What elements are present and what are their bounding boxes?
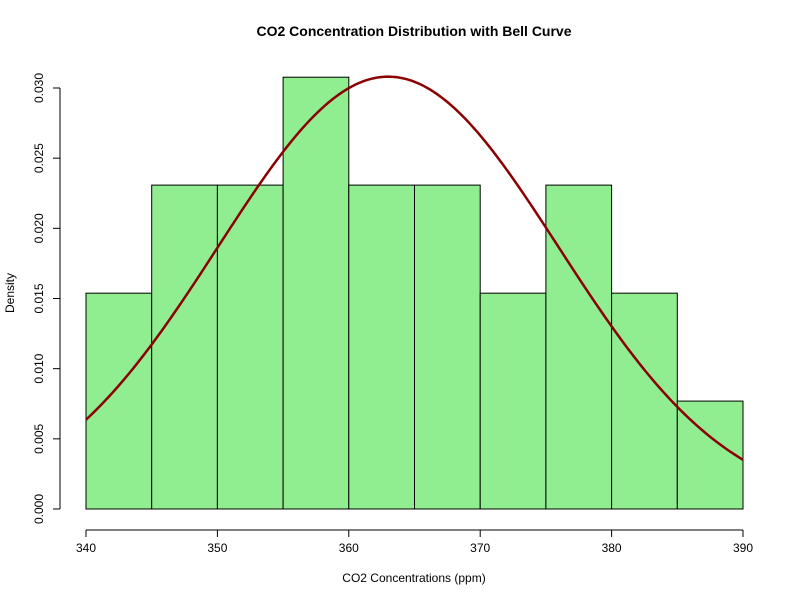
x-tick-label: 380 — [602, 541, 622, 555]
y-tick-label: 0.020 — [32, 213, 46, 243]
histogram-bar-360-365 — [348, 184, 415, 510]
x-tick-label: 370 — [470, 541, 490, 555]
x-tick-label: 350 — [207, 541, 227, 555]
histogram-bar-355-360 — [282, 76, 350, 510]
x-tick-label: 390 — [733, 541, 753, 555]
histogram-bar-380-385 — [611, 292, 678, 510]
y-tick-label: 0.030 — [32, 73, 46, 103]
y-axis-label: Density — [3, 273, 17, 313]
y-tick-label: 0.025 — [32, 143, 46, 173]
x-axis: 340 350 360 370 380 390 — [76, 529, 753, 555]
y-tick-label: 0.015 — [32, 283, 46, 313]
histogram-bar-345-350 — [151, 184, 218, 510]
y-tick-label: 0.005 — [32, 423, 46, 453]
histogram-bars — [85, 76, 744, 510]
bell-curve-line — [85, 75, 744, 461]
y-tick-label: 0.000 — [32, 494, 46, 524]
x-tick-label: 360 — [339, 541, 359, 555]
chart-title: CO2 Concentration Distribution with Bell… — [256, 23, 571, 39]
histogram-bar-375-380 — [545, 184, 613, 510]
histogram-bar-350-355 — [216, 184, 284, 510]
histogram-bar-340-345 — [85, 292, 153, 510]
y-tick-label: 0.010 — [32, 353, 46, 383]
x-axis-label: CO2 Concentrations (ppm) — [342, 571, 485, 585]
y-axis: 0.000 0.005 0.010 0.015 0.020 0.025 0.030 — [32, 73, 61, 524]
histogram-bar-370-375 — [479, 292, 547, 510]
x-tick-label: 340 — [76, 541, 96, 555]
histogram-bar-365-370 — [414, 184, 481, 510]
